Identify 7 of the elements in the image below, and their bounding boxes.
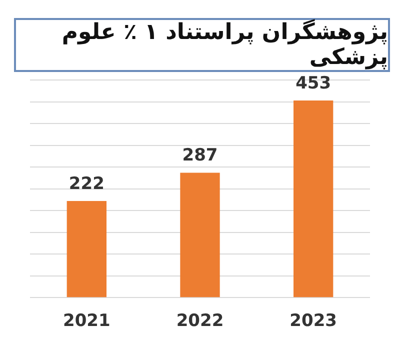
chart-title: پژوهشگران پراستناد ۱ ٪ علوم پزشکی: [14, 18, 390, 72]
data-label: 287: [182, 146, 218, 166]
x-tick-label: 2022: [176, 311, 224, 332]
x-tick-label: 2023: [290, 311, 337, 332]
x-tick-label: 2021: [63, 311, 110, 332]
data-label: 222: [68, 174, 104, 194]
data-label: 453: [296, 73, 332, 94]
